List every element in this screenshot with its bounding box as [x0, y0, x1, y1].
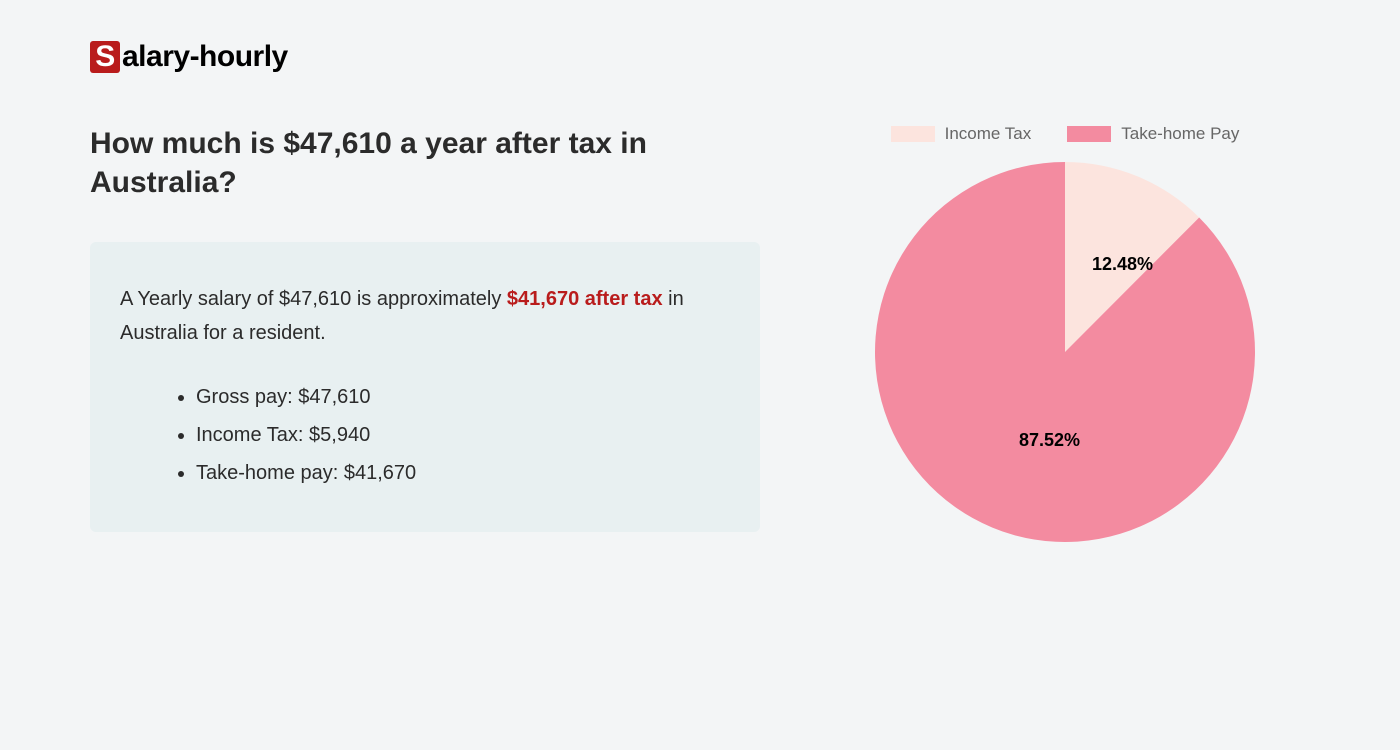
chart-legend: Income Tax Take-home Pay — [820, 124, 1310, 144]
legend-item: Take-home Pay — [1067, 124, 1239, 144]
site-logo: Salary-hourly — [90, 40, 1310, 74]
slice-label: 12.48% — [1092, 254, 1153, 275]
slice-label: 87.52% — [1019, 430, 1080, 451]
pie-slice — [875, 162, 1255, 542]
list-item: Take-home pay: $41,670 — [196, 454, 730, 492]
summary-highlight: $41,670 after tax — [507, 288, 663, 310]
pie-chart: 12.48% 87.52% — [875, 162, 1255, 542]
legend-item: Income Tax — [891, 124, 1032, 144]
list-item: Gross pay: $47,610 — [196, 378, 730, 416]
list-item: Income Tax: $5,940 — [196, 416, 730, 454]
summary-box: A Yearly salary of $47,610 is approximat… — [90, 242, 760, 532]
summary-sentence: A Yearly salary of $47,610 is approximat… — [120, 282, 730, 350]
logo-text: alary-hourly — [122, 40, 288, 74]
logo-badge: S — [90, 41, 120, 73]
legend-swatch — [891, 126, 935, 142]
summary-prefix: A Yearly salary of $47,610 is approximat… — [120, 288, 507, 310]
pie-svg — [875, 162, 1255, 542]
right-column: Income Tax Take-home Pay 12.48% 87.52% — [820, 124, 1310, 542]
page-heading: How much is $47,610 a year after tax in … — [90, 124, 760, 202]
legend-label: Take-home Pay — [1121, 124, 1239, 144]
content-row: How much is $47,610 a year after tax in … — [90, 124, 1310, 542]
left-column: How much is $47,610 a year after tax in … — [90, 124, 760, 542]
summary-list: Gross pay: $47,610 Income Tax: $5,940 Ta… — [120, 378, 730, 492]
legend-swatch — [1067, 126, 1111, 142]
legend-label: Income Tax — [945, 124, 1032, 144]
